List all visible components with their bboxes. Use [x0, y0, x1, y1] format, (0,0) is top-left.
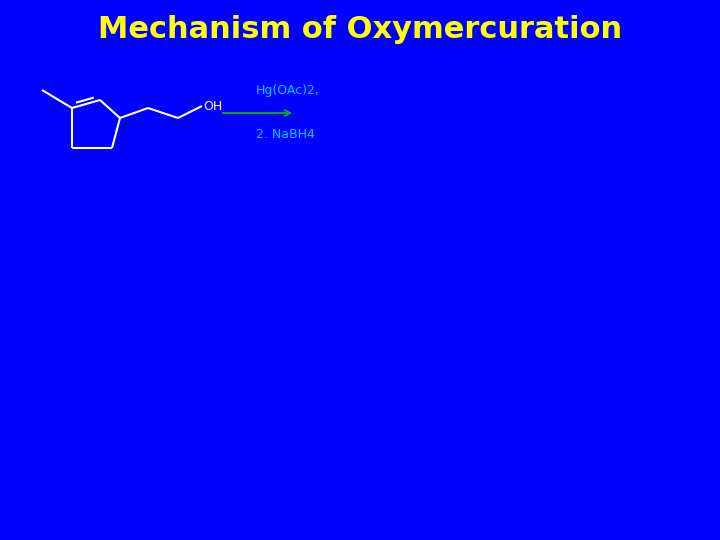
Text: OH: OH [203, 99, 222, 112]
Text: Mechanism of Oxymercuration: Mechanism of Oxymercuration [98, 16, 622, 44]
Text: 2. NaBH4: 2. NaBH4 [256, 128, 315, 141]
Text: Hg(OAc)2,: Hg(OAc)2, [256, 84, 320, 97]
